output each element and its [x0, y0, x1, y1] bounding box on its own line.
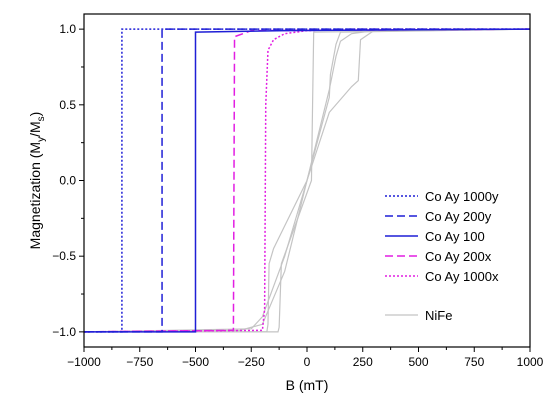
series-line-nife-3 — [84, 28, 530, 333]
x-tick-label: 500 — [408, 355, 428, 369]
x-tick-label: 0 — [304, 355, 311, 369]
x-tick-label: −1000 — [67, 355, 101, 369]
y-tick-label: 0.5 — [59, 98, 76, 112]
x-tick-label: 750 — [464, 355, 484, 369]
series-line-nife-1 — [84, 28, 530, 333]
legend: Co Ay 1000y Co Ay 200y Co Ay 100 Co Ay 200x… — [385, 189, 499, 323]
y-tick-label: 1.0 — [59, 22, 76, 36]
legend-label: Co Ay 200x — [425, 249, 492, 264]
y-axis-title-end: ) — [27, 112, 43, 117]
legend-label: NiFe — [425, 308, 452, 323]
series-line-co-ay-1000y-0 — [84, 28, 530, 333]
y-tick-label: −1.0 — [52, 325, 76, 339]
x-tick-label: −250 — [238, 355, 265, 369]
x-tick-label: −750 — [126, 355, 153, 369]
y-axis-title: Magnetization (My/Ms) — [27, 112, 47, 250]
y-axis-title-mid: /M — [27, 121, 43, 137]
x-tick-label: 250 — [353, 355, 373, 369]
x-tick-label: 1000 — [517, 355, 544, 369]
legend-label: Co Ay 1000x — [425, 269, 499, 284]
x-axis-title: B (mT) — [286, 377, 329, 393]
y-axis-title-sub2: s — [36, 116, 47, 121]
series-line-nife-2 — [84, 28, 530, 333]
x-tick-label: −500 — [182, 355, 209, 369]
legend-label: Co Ay 200y — [425, 209, 492, 224]
axis-ticks: −1000 −750 −500 −250 0 250 500 750 1000 −1.0 −0.5 0… — [52, 22, 543, 369]
y-tick-label: −0.5 — [52, 249, 76, 263]
plot-frame — [83, 13, 531, 348]
y-tick-label: 0.0 — [59, 174, 76, 188]
y-axis-title-sub1: y — [36, 137, 47, 142]
y-axis-title-main: Magnetization (M — [27, 142, 43, 249]
legend-label: Co Ay 100 — [425, 229, 485, 244]
legend-label: Co Ay 1000y — [425, 189, 499, 204]
